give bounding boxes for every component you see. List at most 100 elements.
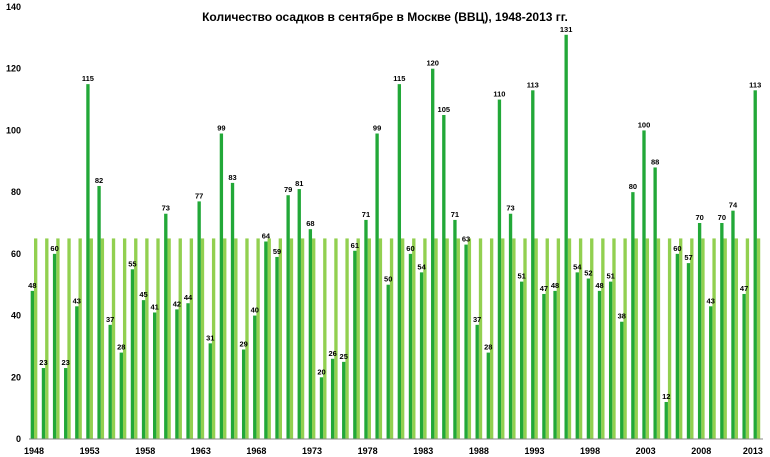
precip-bar (175, 309, 179, 439)
norm-bar (223, 238, 227, 439)
chart-title: Количество осадков в сентябре в Москве (… (202, 10, 568, 24)
x-tick-label: 1948 (24, 446, 44, 456)
norm-bar (356, 238, 360, 439)
norm-bar (456, 238, 460, 439)
norm-bar (701, 238, 705, 439)
norm-bar (278, 238, 283, 439)
norm-bar (167, 238, 171, 439)
precip-bars (30, 34, 757, 440)
y-tick-label: 20 (11, 372, 21, 382)
y-tick-label: 60 (11, 249, 21, 259)
norm-bar (56, 238, 60, 439)
precip-bar (86, 84, 90, 439)
y-tick-label: 40 (11, 311, 21, 321)
bar-value-label: 52 (584, 269, 592, 278)
precip-bar (408, 253, 413, 439)
precip-bar (197, 201, 201, 439)
precip-bar (631, 192, 635, 439)
bar-value-label: 99 (217, 124, 225, 133)
bar-value-label: 71 (362, 210, 370, 219)
norm-bar (567, 238, 572, 439)
norm-bar (34, 238, 38, 439)
bar-value-label: 48 (28, 281, 36, 290)
precip-bar (608, 281, 613, 439)
precip-bar (330, 358, 335, 439)
norm-bar (590, 238, 594, 439)
precip-bar (141, 300, 146, 439)
bar-value-label: 81 (295, 179, 303, 188)
precip-bar (642, 130, 646, 439)
bar-value-label: 100 (638, 120, 651, 129)
precip-bar (253, 315, 257, 439)
precip-bar (464, 244, 468, 439)
bar-value-label: 20 (317, 367, 325, 376)
precip-bar (353, 250, 357, 439)
norm-bar (300, 238, 305, 439)
bar-value-label: 88 (651, 157, 659, 166)
bar-value-label: 51 (517, 272, 525, 281)
norm-bar (78, 238, 82, 439)
x-tick-label: 1958 (135, 446, 155, 456)
bar-value-label: 74 (729, 201, 738, 210)
norm-bar (378, 238, 383, 439)
bar-value-label: 71 (451, 210, 459, 219)
bar-value-label: 80 (629, 182, 637, 191)
norm-bar (67, 238, 71, 439)
precip-bar (241, 349, 246, 439)
y-tick-label: 0 (16, 434, 21, 444)
precip-bar (286, 195, 290, 439)
bar-value-label: 23 (39, 358, 47, 367)
norm-bar (156, 238, 160, 439)
norm-bar (634, 238, 638, 439)
precip-bar (453, 219, 457, 439)
bar-value-label: 12 (662, 392, 670, 401)
y-tick-label: 140 (6, 2, 21, 12)
norm-bar (690, 238, 694, 439)
norm-bar (612, 238, 616, 439)
norm-bar (623, 238, 627, 439)
precip-bar (431, 68, 435, 440)
precip-bar (130, 269, 135, 439)
y-tick-label: 120 (6, 64, 21, 74)
bar-value-label: 60 (673, 244, 681, 253)
norm-bar (467, 238, 472, 439)
bar-value-label: 77 (195, 191, 203, 200)
precip-bar (542, 293, 546, 439)
precip-bar (531, 90, 535, 439)
norm-bar (423, 238, 427, 439)
bar-value-label: 40 (251, 306, 259, 315)
norm-bar (401, 238, 405, 439)
precip-bar (731, 210, 735, 439)
bar-value-label: 105 (438, 105, 451, 114)
precip-bar (553, 290, 557, 439)
bar-value-label: 47 (740, 284, 748, 293)
precip-bar (564, 34, 568, 440)
norm-bar (89, 238, 93, 439)
norm-bar (645, 238, 650, 439)
x-tick-label: 1983 (413, 446, 433, 456)
norm-bar (656, 238, 661, 439)
norm-bar (389, 238, 394, 439)
norm-bar (100, 238, 105, 439)
precip-bar (664, 401, 668, 439)
y-axis: 0 20 40 60 80 100 120 140 (6, 2, 21, 444)
bar-value-label: 45 (139, 290, 147, 299)
precip-bar (520, 281, 524, 439)
precip-bar (219, 133, 224, 439)
bar-value-label: 115 (393, 74, 405, 83)
bar-value-label: 60 (406, 244, 414, 253)
norm-bar (578, 238, 583, 439)
bar-value-label: 38 (618, 312, 626, 321)
bar-value-label: 41 (150, 302, 158, 311)
norm-bar (345, 238, 349, 439)
bar-value-label: 83 (228, 173, 236, 182)
precip-bar (308, 229, 313, 439)
precip-bar (709, 306, 713, 439)
norm-bar (534, 238, 538, 439)
x-tick-label: 1963 (191, 446, 211, 456)
precip-bar (586, 278, 591, 439)
bar-value-label: 31 (206, 333, 214, 342)
bar-value-label: 55 (128, 259, 136, 268)
precip-bar (186, 303, 190, 439)
